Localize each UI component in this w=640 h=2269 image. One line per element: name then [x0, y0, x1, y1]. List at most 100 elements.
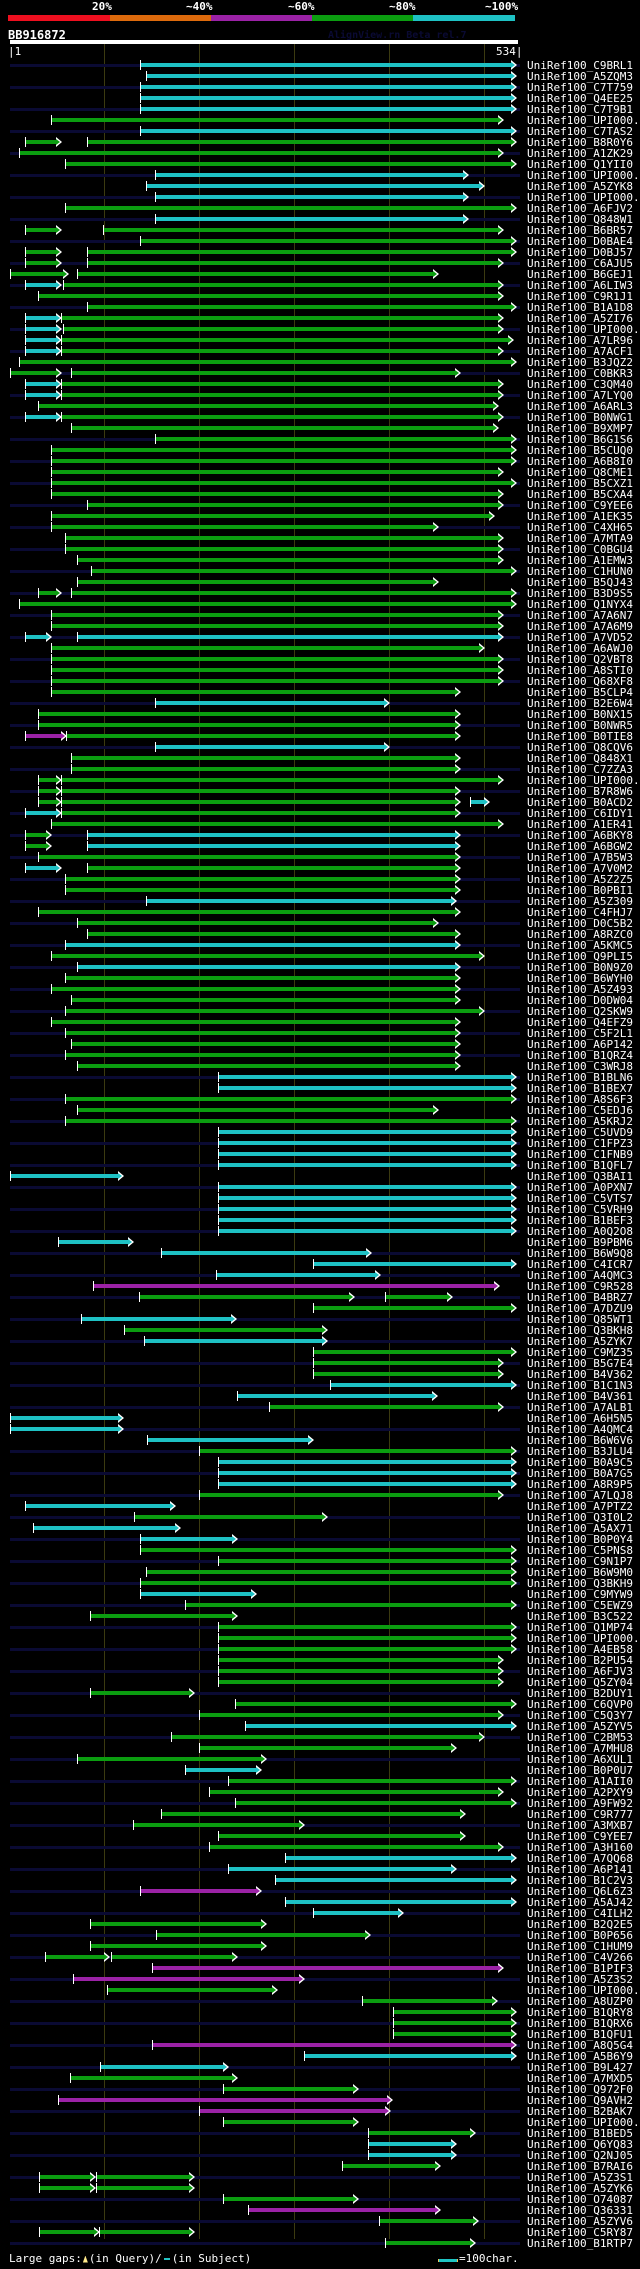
hit-row[interactable]: UniRef100_A7VD52 — [0, 632, 640, 643]
alignment-segment[interactable] — [216, 1273, 376, 1277]
hit-label[interactable]: UniRef100_A6H5N5 — [527, 1412, 633, 1425]
alignment-segment[interactable] — [218, 1471, 512, 1475]
alignment-segment[interactable] — [185, 1603, 512, 1607]
hit-label[interactable]: UniRef100_C0BGU4 — [527, 543, 633, 556]
hit-label[interactable]: UniRef100_B6GEJ1 — [527, 268, 633, 281]
hit-row[interactable]: UniRef100_A5Z493 — [0, 984, 640, 995]
alignment-segment[interactable] — [65, 877, 456, 881]
alignment-segment[interactable] — [77, 1108, 434, 1112]
hit-label[interactable]: UniRef100_C4ILH2 — [527, 1907, 633, 1920]
alignment-segment[interactable] — [140, 85, 512, 89]
alignment-segment[interactable] — [39, 2186, 91, 2190]
hit-label[interactable]: UniRef100_A7V0M2 — [527, 862, 633, 875]
hit-row[interactable]: UniRef100_C6IDY1 — [0, 808, 640, 819]
alignment-segment[interactable] — [65, 1119, 512, 1123]
hit-label[interactable]: UniRef100_A8Q5G4 — [527, 2039, 633, 2052]
hit-label[interactable]: UniRef100_C1HUN0 — [527, 565, 633, 578]
hit-label[interactable]: UniRef100_A7DZU9 — [527, 1302, 633, 1315]
hit-row[interactable]: UniRef100_A3H160 — [0, 1842, 640, 1853]
alignment-segment[interactable] — [218, 1086, 512, 1090]
hit-row[interactable]: UniRef100_A5ZYV6 — [0, 2216, 640, 2227]
alignment-segment[interactable] — [368, 2131, 471, 2135]
hit-label[interactable]: UniRef100_UPI000.. — [527, 323, 640, 336]
alignment-segment[interactable] — [51, 954, 480, 958]
hit-row[interactable]: UniRef100_Q848X1 — [0, 753, 640, 764]
alignment-segment[interactable] — [25, 1504, 171, 1508]
hit-label[interactable]: UniRef100_C7T759 — [527, 81, 633, 94]
hit-row[interactable]: UniRef100_B6W9Q8 — [0, 1248, 640, 1259]
hit-row[interactable]: UniRef100_Q9AVH2 — [0, 2095, 640, 2106]
hit-row[interactable]: UniRef100_D0BAE4 — [0, 236, 640, 247]
alignment-segment[interactable] — [65, 943, 456, 947]
alignment-segment[interactable] — [25, 140, 57, 144]
alignment-segment[interactable] — [139, 1295, 350, 1299]
hit-row[interactable]: UniRef100_A1EK35 — [0, 511, 640, 522]
alignment-segment[interactable] — [313, 1372, 499, 1376]
hit-row[interactable]: UniRef100_A7DZU9 — [0, 1303, 640, 1314]
hit-row[interactable]: UniRef100_Q8CQV6 — [0, 742, 640, 753]
alignment-segment[interactable] — [313, 1911, 399, 1915]
alignment-segment[interactable] — [25, 635, 47, 639]
alignment-segment[interactable] — [10, 1174, 119, 1178]
hit-label[interactable]: UniRef100_A6ARL3 — [527, 400, 633, 413]
hit-label[interactable]: UniRef100_A8UZP0 — [527, 1995, 633, 2008]
hit-row[interactable]: UniRef100_B6GEJ1 — [0, 269, 640, 280]
hit-label[interactable]: UniRef100_C6AJU5 — [527, 257, 633, 270]
alignment-segment[interactable] — [51, 822, 499, 826]
alignment-segment[interactable] — [235, 1702, 512, 1706]
alignment-segment[interactable] — [51, 690, 456, 694]
hit-row[interactable]: UniRef100_Q5ZY04 — [0, 1677, 640, 1688]
hit-row[interactable]: UniRef100_A5ZYK7 — [0, 1336, 640, 1347]
alignment-segment[interactable] — [96, 2175, 190, 2179]
hit-row[interactable]: UniRef100_C1HUN0 — [0, 566, 640, 577]
alignment-segment[interactable] — [65, 1009, 480, 1013]
hit-row[interactable]: UniRef100_C0BKR3 — [0, 368, 640, 379]
alignment-segment[interactable] — [393, 2010, 512, 2014]
hit-label[interactable]: UniRef100_C4ICR7 — [527, 1258, 633, 1271]
hit-row[interactable]: UniRef100_B4V362 — [0, 1369, 640, 1380]
alignment-segment[interactable] — [77, 965, 456, 969]
alignment-segment[interactable] — [313, 1306, 512, 1310]
hit-row[interactable]: UniRef100_A6BKY8 — [0, 830, 640, 841]
hit-label[interactable]: UniRef100_A1EK35 — [527, 510, 633, 523]
hit-label[interactable]: UniRef100_A3MXB7 — [527, 1819, 633, 1832]
alignment-segment[interactable] — [140, 1548, 512, 1552]
hit-row[interactable]: UniRef100_B0NWR5 — [0, 720, 640, 731]
hit-row[interactable]: UniRef100_A7MTA9 — [0, 533, 640, 544]
hit-row[interactable]: UniRef100_Q2NJ05 — [0, 2150, 640, 2161]
alignment-segment[interactable] — [269, 1405, 499, 1409]
hit-label[interactable]: UniRef100_C9N1P7 — [527, 1555, 633, 1568]
hit-label[interactable]: UniRef100_Q4EFZ9 — [527, 1016, 633, 1029]
hit-row[interactable]: UniRef100_A5AX71 — [0, 1523, 640, 1534]
alignment-segment[interactable] — [111, 1955, 233, 1959]
alignment-segment[interactable] — [87, 261, 499, 265]
hit-row[interactable]: UniRef100_A5ZYK8 — [0, 181, 640, 192]
alignment-segment[interactable] — [107, 1988, 273, 1992]
alignment-segment[interactable] — [146, 74, 512, 78]
alignment-segment[interactable] — [38, 910, 456, 914]
hit-row[interactable]: UniRef100_A1AII0 — [0, 1776, 640, 1787]
hit-label[interactable]: UniRef100_A7PTZ2 — [527, 1500, 633, 1513]
alignment-segment[interactable] — [155, 701, 385, 705]
hit-label[interactable]: UniRef100_B5CXZ1 — [527, 477, 633, 490]
alignment-segment[interactable] — [25, 844, 47, 848]
hit-row[interactable]: UniRef100_A7V0M2 — [0, 863, 640, 874]
hit-row[interactable]: UniRef100_B9PBM6 — [0, 1237, 640, 1248]
hit-row[interactable]: UniRef100_B1QFU1 — [0, 2029, 640, 2040]
alignment-segment[interactable] — [199, 2109, 386, 2113]
hit-row[interactable]: UniRef100_UPI000.. — [0, 115, 640, 126]
alignment-segment[interactable] — [70, 2076, 233, 2080]
hit-label[interactable]: UniRef100_B0PBI1 — [527, 884, 633, 897]
alignment-segment[interactable] — [209, 1845, 499, 1849]
hit-row[interactable]: UniRef100_B1RTP7 — [0, 2238, 640, 2249]
hit-label[interactable]: UniRef100_C3WRJ8 — [527, 1060, 633, 1073]
hit-label[interactable]: UniRef100_B2Q2E5 — [527, 1918, 633, 1931]
alignment-segment[interactable] — [25, 734, 62, 738]
alignment-segment[interactable] — [235, 1801, 512, 1805]
hit-label[interactable]: UniRef100_B6W9Q8 — [527, 1247, 633, 1260]
alignment-segment[interactable] — [51, 448, 512, 452]
hit-label[interactable]: UniRef100_A6AWJ0 — [527, 642, 633, 655]
hit-label[interactable]: UniRef100_B1QFU1 — [527, 2028, 633, 2041]
alignment-segment[interactable] — [19, 602, 512, 606]
hit-row[interactable]: UniRef100_Q1NYX4 — [0, 599, 640, 610]
